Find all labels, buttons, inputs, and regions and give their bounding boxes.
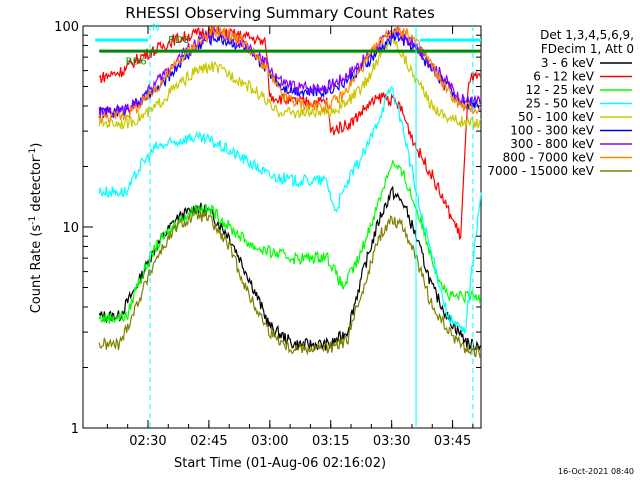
- x-tick-label-4: 03:30: [373, 434, 410, 449]
- legend-label-6: 100 - 300 keV: [510, 124, 594, 138]
- series-line-7: [98, 25, 482, 119]
- series-line-4: [98, 86, 482, 334]
- legend-label-2: 6 - 12 keV: [533, 70, 595, 84]
- timestamp: 16-Oct-2021 08:40: [558, 467, 634, 476]
- x-axis-ticks: 02:30 02:45 03:00 03:15 03:30 03:45: [106, 26, 474, 449]
- legend-label-5: 50 - 100 keV: [518, 110, 595, 124]
- x-tick-label-0: 02:30: [129, 434, 166, 449]
- chart-title: RHESSI Observing Summary Count Rates: [125, 4, 435, 22]
- legend-label-4: 25 - 50 keV: [526, 97, 595, 111]
- y-tick-label-2: 100: [54, 20, 79, 35]
- flag-label-n: N: [152, 22, 159, 33]
- series-line-3: [98, 160, 482, 324]
- y-tick-label-0: 1: [71, 422, 79, 437]
- flag-layer: RD6 RD0 N: [95, 22, 481, 428]
- series-line-9: [98, 208, 482, 359]
- legend: Det 1,3,4,5,6,9, FDecim 1, Att 0 3 - 6 k…: [487, 28, 634, 178]
- flag-label-rd6: RD6: [126, 57, 147, 68]
- legend-label-3: 12 - 25 keV: [526, 83, 595, 97]
- x-tick-label-3: 03:15: [312, 434, 349, 449]
- x-axis-label: Start Time (01-Aug-06 02:16:02): [174, 456, 386, 471]
- y-axis-ticks: 1 10 100: [54, 20, 481, 437]
- x-tick-label-1: 02:45: [190, 434, 227, 449]
- flag-label-rd0: RD0: [168, 35, 189, 46]
- x-tick-label-5: 03:45: [434, 434, 471, 449]
- legend-label-1: 3 - 6 keV: [541, 56, 595, 70]
- x-tick-label-2: 03:00: [251, 434, 288, 449]
- series-line-2: [98, 25, 482, 241]
- series-line-5: [98, 31, 482, 131]
- y-axis-label: Count Rate (s-1 detector-1): [28, 143, 44, 314]
- y-tick-label-1: 10: [62, 221, 79, 236]
- legend-header-line2: FDecim 1, Att 0: [541, 42, 634, 56]
- legend-header-line1: Det 1,3,4,5,6,9,: [540, 28, 634, 42]
- series-line-8: [98, 25, 482, 125]
- legend-label-9: 7000 - 15000 keV: [487, 164, 594, 178]
- legend-label-7: 300 - 800 keV: [510, 137, 594, 151]
- legend-label-8: 800 - 7000 keV: [503, 151, 595, 165]
